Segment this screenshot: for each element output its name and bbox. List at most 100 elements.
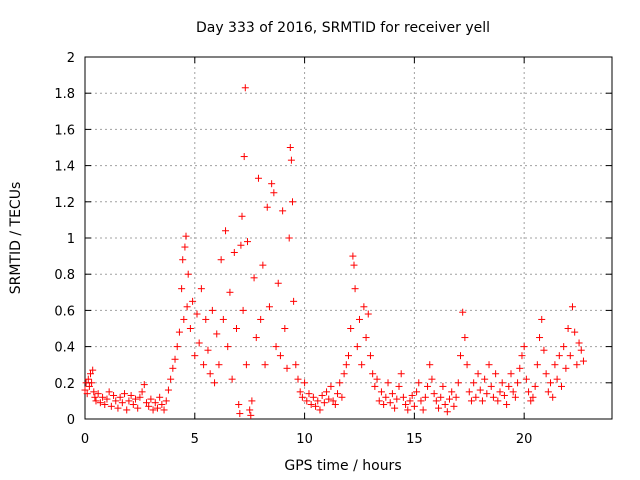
data-point [206,370,214,378]
data-point [189,297,197,305]
data-point [382,393,390,401]
x-axis-label: GPS time / hours [284,458,401,474]
data-point [474,370,482,378]
data-point [219,315,227,323]
data-point [331,401,339,409]
data-point [384,379,392,387]
data-point [487,382,495,390]
data-point [375,397,383,405]
data-point [325,395,333,403]
data-point [88,379,96,387]
data-point [265,303,273,311]
data-point [452,393,460,401]
data-point [303,397,311,405]
data-point [557,382,565,390]
data-point [222,227,230,235]
data-point [489,393,497,401]
data-point [279,207,287,215]
data-point [101,401,109,409]
data-point [415,379,423,387]
data-point [193,310,201,318]
data-point [208,306,216,314]
data-point [90,388,98,396]
data-point [456,352,464,360]
data-point [89,366,97,374]
data-point [91,393,99,401]
data-point [83,390,91,398]
data-point [446,395,454,403]
y-tick-label: 0.2 [54,377,75,392]
data-point [562,364,570,372]
data-point [386,399,394,407]
data-point [84,375,92,383]
data-point [149,406,157,414]
data-point [358,361,366,369]
data-point [500,391,508,399]
data-point [577,346,585,354]
data-point [236,410,244,418]
data-point [248,397,256,405]
data-point [443,408,451,416]
data-point [575,339,583,347]
y-axis-label: SRMTID / TECUs [8,182,24,295]
data-points [81,84,587,419]
data-point [320,399,328,407]
data-point [496,388,504,396]
data-point [309,393,317,401]
data-point [408,391,416,399]
data-point [217,256,225,264]
data-point [463,361,471,369]
data-point [476,386,484,394]
data-point [573,361,581,369]
data-point [81,386,89,394]
data-point [252,334,260,342]
data-point [123,406,131,414]
data-point [270,189,278,197]
data-point [211,379,219,387]
data-point [516,364,524,372]
data-point [239,306,247,314]
data-point [395,382,403,390]
data-point [200,361,208,369]
data-point [393,395,401,403]
data-point [191,352,199,360]
data-point [538,315,546,323]
data-point [167,375,175,383]
data-point [230,248,238,256]
data-point [160,406,168,414]
data-point [272,343,280,351]
data-point [268,180,276,188]
data-point [329,397,337,405]
data-point [406,397,414,405]
data-point [551,361,559,369]
data-point [103,395,111,403]
data-point [164,386,172,394]
data-point [169,364,177,372]
data-point [564,325,572,332]
data-point [522,375,530,383]
y-tick-label: 1.4 [54,160,75,175]
data-point [92,397,100,405]
data-point [345,352,352,360]
data-point [175,328,183,336]
data-point [233,325,241,332]
y-tick-label: 1 [67,232,75,247]
data-point [454,379,462,387]
data-point [503,401,511,409]
data-point [388,390,396,398]
data-point [243,238,251,246]
data-point [498,379,506,387]
data-point [86,370,94,378]
data-point [307,401,315,409]
data-point [183,303,191,311]
data-point [327,382,335,390]
data-point [116,393,124,401]
data-point [514,379,522,387]
data-point [553,375,561,383]
data-point [254,174,262,182]
data-point [287,156,295,164]
tick-layer: 00.20.40.60.811.21.41.61.820 5 10 15 20 [54,51,612,447]
data-point [129,401,137,409]
data-point [241,84,249,92]
data-point [525,388,533,396]
